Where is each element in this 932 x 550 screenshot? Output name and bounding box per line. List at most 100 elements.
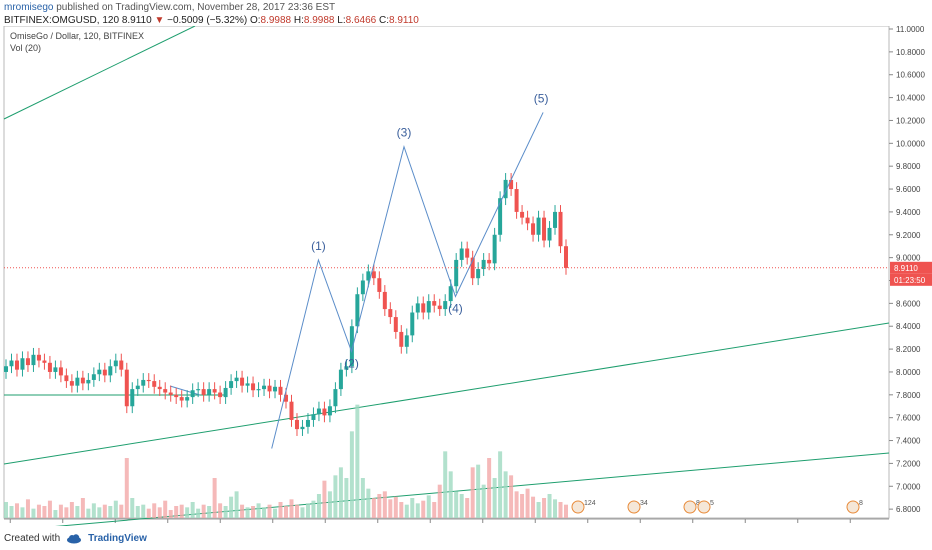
candle-body [305, 419, 310, 427]
volume-bar [168, 510, 173, 518]
candle-body [163, 389, 168, 393]
candle-body [69, 381, 74, 386]
candle-body [25, 358, 30, 366]
candle-body [223, 387, 228, 398]
event-flag-icon[interactable] [697, 500, 711, 514]
chart-title: OmiseGo / Dollar, 120, BITFINEX [10, 31, 144, 41]
publisher-link[interactable]: mromisego [4, 2, 54, 13]
volume-bar [498, 451, 503, 518]
volume-bar [185, 507, 190, 518]
volume-bar [289, 499, 294, 518]
candle-body [525, 217, 530, 224]
volume-bar [404, 504, 409, 518]
candle-body [130, 389, 135, 407]
plot-frame [3, 26, 890, 519]
candle-body [498, 198, 503, 235]
volume-bar [294, 504, 299, 518]
volume-bar [141, 504, 146, 518]
candle-body [459, 248, 464, 260]
volume-bar [108, 506, 113, 518]
volume-bar [146, 508, 151, 518]
candle-body [492, 234, 497, 264]
candle-body [443, 301, 448, 310]
candle-body [338, 369, 343, 390]
candle-body [75, 377, 80, 386]
candle-body [152, 381, 157, 387]
publish-info: mromisego published on TradingView.com, … [4, 2, 335, 13]
candle-body [108, 366, 113, 376]
volume-bar [240, 504, 245, 518]
volume-bar [152, 503, 157, 518]
candle-body [448, 286, 453, 302]
wave-label: (4) [448, 302, 463, 316]
volume-bar [64, 507, 69, 518]
candle-body [564, 246, 568, 268]
candle-body [218, 392, 223, 398]
event-flag-icon[interactable] [627, 500, 641, 514]
volume-bar [553, 499, 558, 518]
volume-bar [14, 503, 19, 518]
candle-body [536, 217, 541, 235]
price-chart[interactable]: 11.0000 10.8000 10.6000 10.4000 10.2000 10.00… [0, 26, 932, 526]
y-tick-label: 7.0000 [896, 482, 921, 491]
candle-body [190, 390, 195, 398]
volume-bar [174, 506, 179, 518]
candle-body [558, 211, 563, 247]
volume-bar [465, 498, 470, 518]
volume-bar [163, 500, 168, 518]
event-flag-icon[interactable] [683, 500, 697, 514]
volume-bar [212, 478, 217, 518]
candle-body [503, 179, 508, 199]
last-price-box [890, 261, 932, 274]
volume-bar [47, 500, 52, 518]
volume-bar [4, 502, 8, 518]
volume-bar [459, 494, 464, 518]
volume-bar [9, 506, 14, 518]
candle-body [415, 303, 420, 313]
volume-bar [179, 504, 184, 518]
event-count: 8 [696, 500, 700, 507]
event-count: 8 [859, 500, 863, 507]
candle-body [377, 278, 382, 292]
event-count: 5 [710, 500, 714, 507]
wave-label: (1) [311, 239, 326, 253]
volume-bar [421, 500, 426, 518]
candle-body [91, 374, 96, 380]
candle-body [514, 189, 519, 212]
candle-body [509, 179, 514, 190]
candle-body [366, 271, 371, 281]
wave-label: (5) [534, 91, 549, 105]
volume-bar [311, 500, 316, 518]
candle-body [333, 389, 338, 407]
candle-body [53, 367, 58, 372]
volume-bar [371, 498, 376, 518]
volume-bar [426, 495, 431, 518]
volume-bar [443, 451, 448, 518]
candle-body [300, 426, 305, 430]
candle-body [284, 394, 288, 402]
y-tick-label: 10.4000 [896, 94, 925, 103]
volume-bar [251, 506, 256, 518]
tradingview-link[interactable]: TradingView [88, 533, 147, 544]
published-text: published on TradingView.com, November 2… [56, 2, 336, 13]
candle-body [278, 386, 283, 395]
candle-body [262, 385, 267, 390]
event-flag-icon[interactable] [571, 500, 585, 514]
event-flag-icon[interactable] [846, 500, 860, 514]
volume-bar [547, 494, 552, 518]
volume-bar [338, 467, 343, 518]
volume-bar [399, 502, 404, 518]
volume-bar [492, 478, 497, 518]
candle-body [294, 419, 299, 430]
volume-bar [234, 491, 239, 518]
y-tick-label: 9.4000 [896, 208, 921, 217]
candle-body [234, 377, 239, 382]
volume-bar [542, 498, 547, 518]
elliott-wave-line [271, 112, 544, 449]
candle-body [316, 408, 321, 415]
candle-body [64, 375, 69, 382]
volume-bar [25, 499, 30, 518]
volume-bar [525, 488, 530, 518]
volume-bar [267, 504, 272, 518]
wave-label: (3) [397, 126, 412, 140]
